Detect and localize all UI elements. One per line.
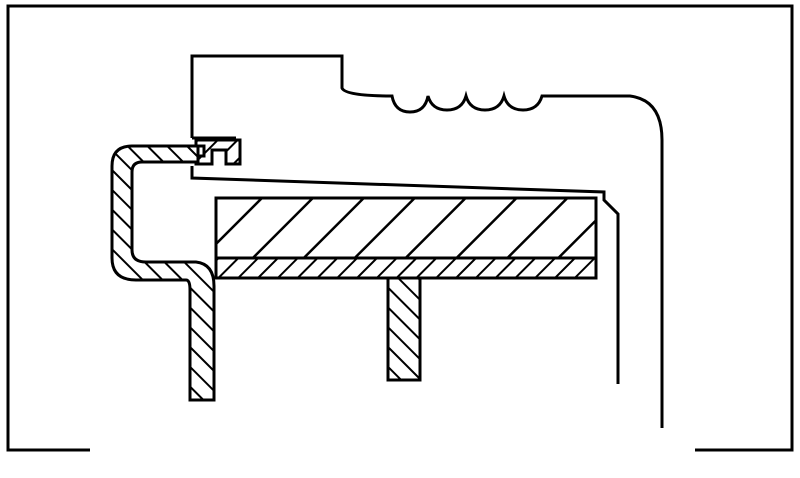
center-post-hatched xyxy=(386,276,422,382)
side-wall-hatched xyxy=(110,144,216,402)
base-strip-hatched xyxy=(214,256,598,280)
folded-seal-lip xyxy=(194,138,242,166)
housing-inner-ledge xyxy=(190,136,620,384)
outer-frame xyxy=(6,4,794,452)
housing-cap xyxy=(190,54,664,428)
top-plate-hatched xyxy=(214,196,598,260)
